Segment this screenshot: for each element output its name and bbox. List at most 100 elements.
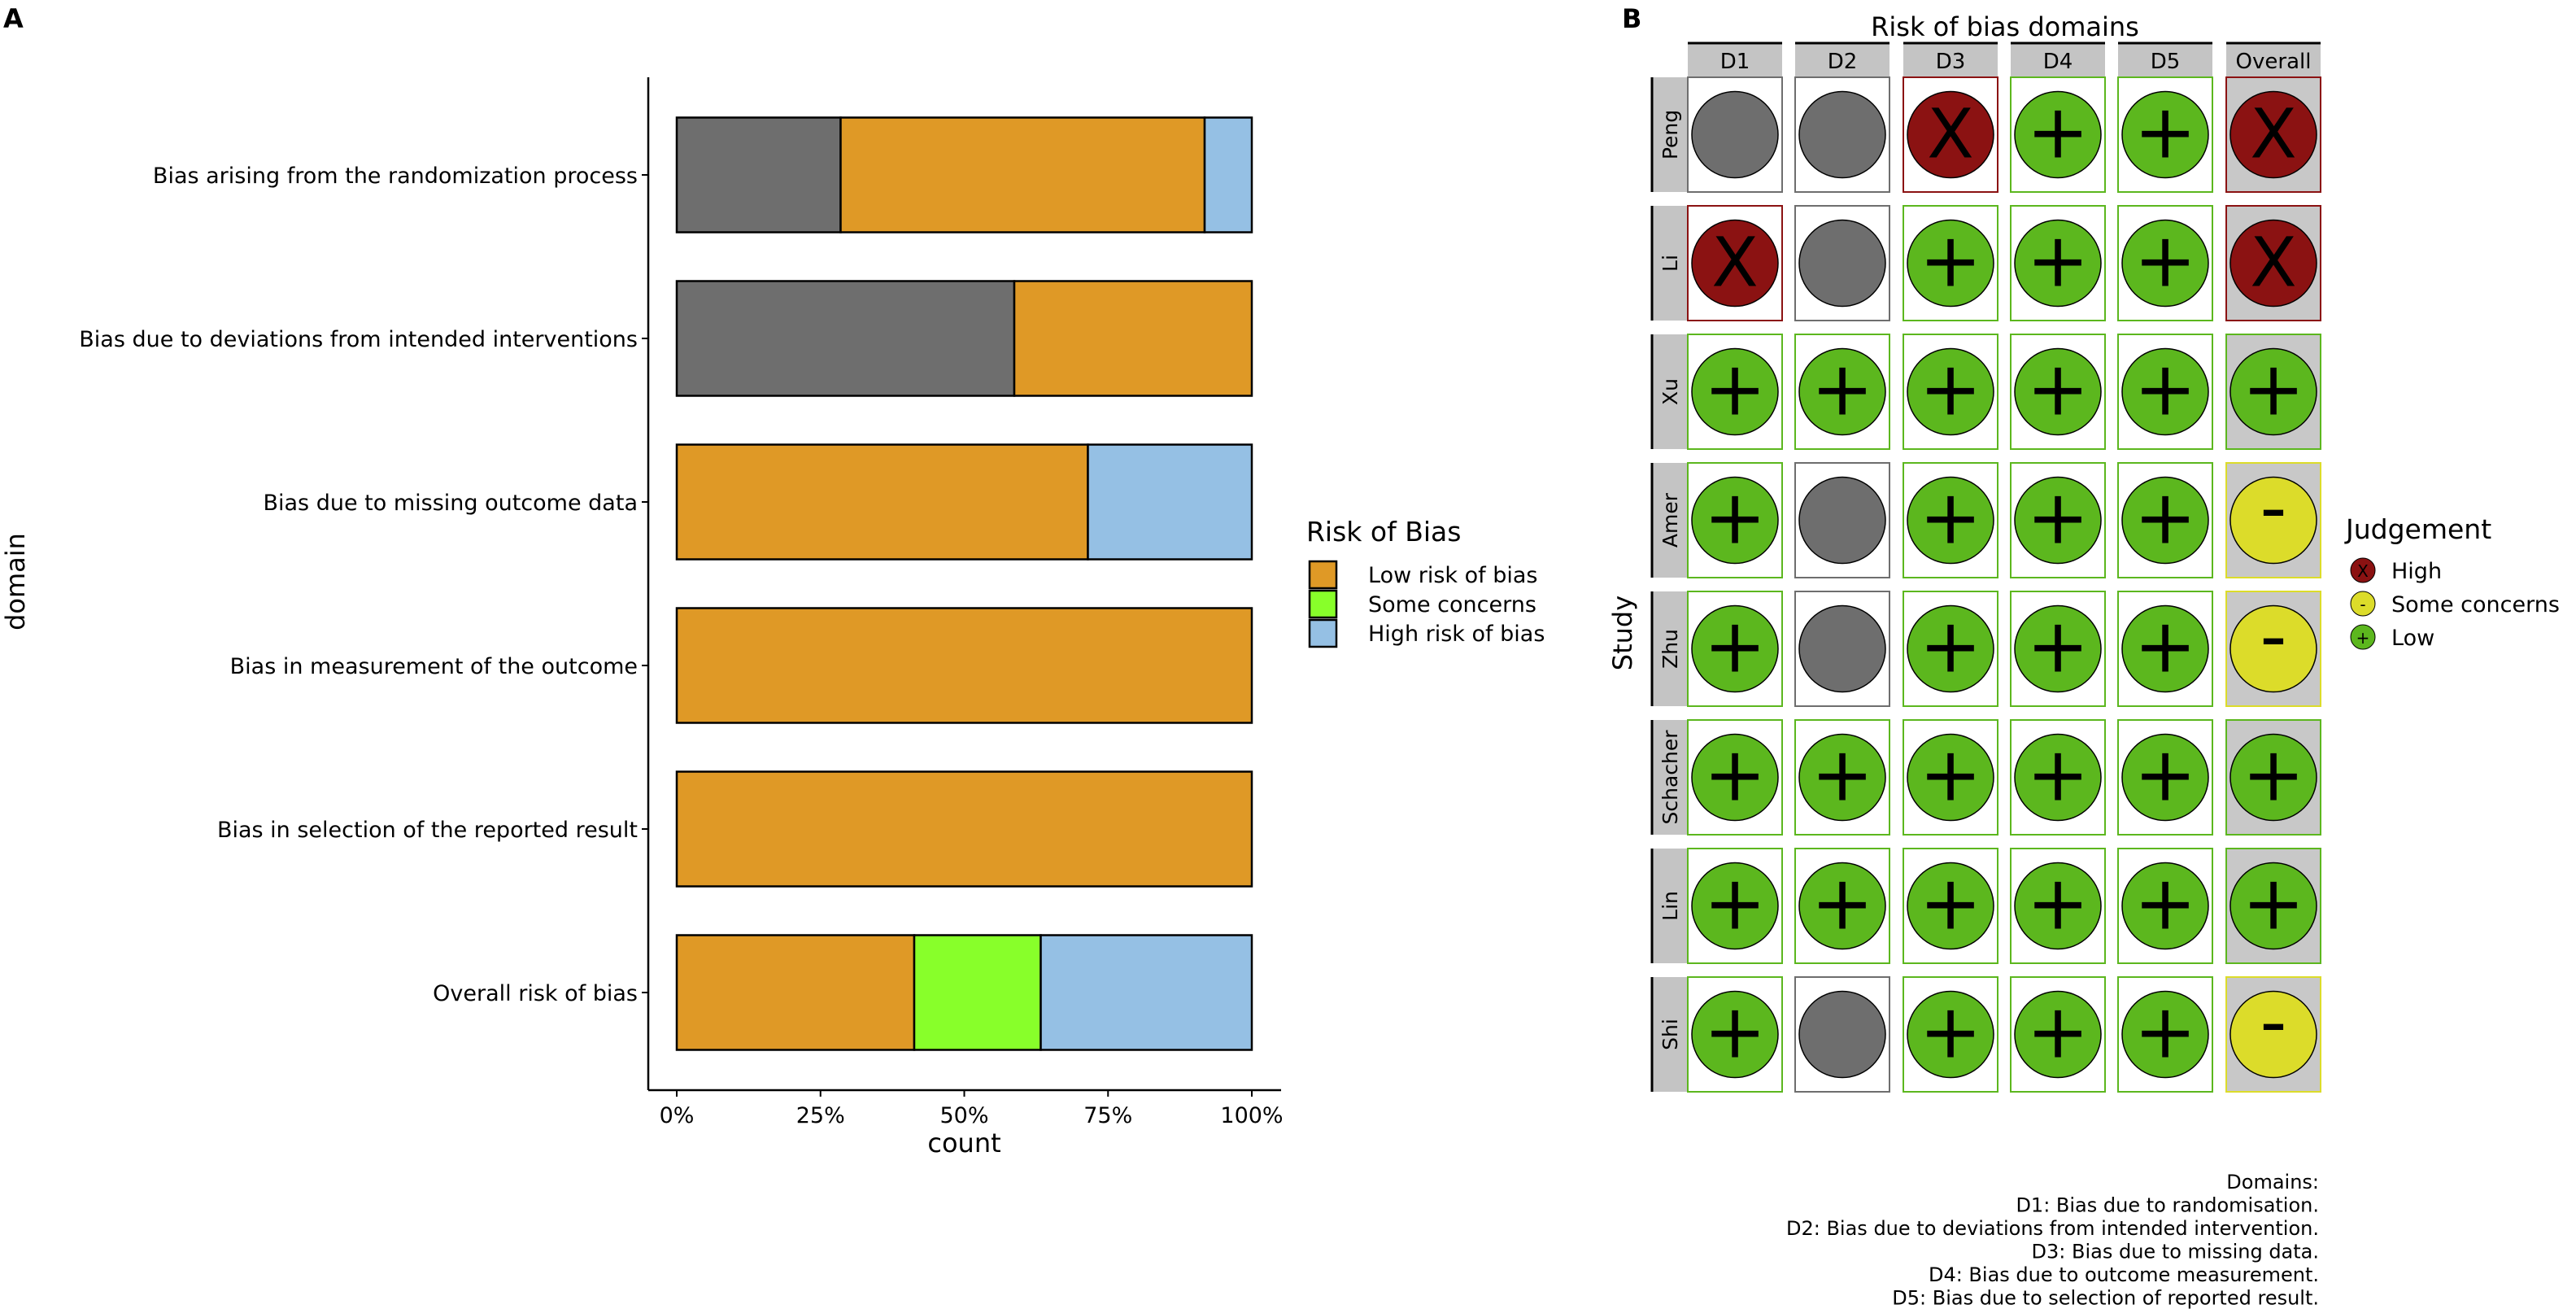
judgement-dot	[2014, 990, 2102, 1079]
column-header-label: Overall	[2236, 50, 2312, 74]
judgement-symbol: +	[2134, 731, 2196, 818]
judgement-symbol: +	[2134, 860, 2196, 947]
judgement-dot	[1907, 347, 1994, 436]
y-axis-title: domain	[0, 533, 31, 631]
judgement-symbol: +	[2242, 346, 2304, 433]
judgement-dot	[2121, 990, 2209, 1079]
panel-a-label: A	[3, 3, 24, 34]
y-tick-label: Overall risk of bias	[433, 981, 638, 1006]
legend-key	[1308, 589, 1338, 619]
judgement-dot	[1798, 990, 1886, 1079]
judgement-symbol: +	[1919, 731, 1981, 818]
legend-dot	[2350, 591, 2376, 617]
judgement-symbol: +	[2134, 346, 2196, 433]
judgement-symbol: +	[1703, 346, 1766, 433]
judgement-symbol: +	[1703, 860, 1766, 947]
x-tick-label: 100%	[1220, 1103, 1283, 1128]
judgement-symbol: +	[2134, 988, 2196, 1076]
y-tick-label: Bias in selection of the reported result	[217, 818, 638, 843]
column-header-label: D5	[2151, 50, 2181, 74]
judgement-dot	[1691, 476, 1779, 565]
judgement-symbol: +	[1703, 731, 1766, 818]
judgement-symbol: +	[2026, 89, 2089, 176]
bar-segment	[1087, 443, 1253, 561]
column-header-strip	[2118, 43, 2212, 77]
judgement-symbol: +	[1811, 731, 1873, 818]
legend-dot	[2350, 624, 2376, 650]
x-tick-label: 0%	[660, 1103, 695, 1128]
column-header-strip	[1688, 43, 1782, 77]
judgement-dot	[1907, 990, 1994, 1079]
judgement-dot	[1907, 219, 1994, 308]
traffic-light-plot: Risk of bias domains D1 D2 D3 D4 D5 Overall Stu…	[1607, 11, 2560, 1309]
legend-label: Low	[2391, 626, 2434, 651]
judgement-symbol: +	[1811, 860, 1873, 947]
x-tick-label: 25%	[796, 1103, 845, 1128]
judgement-dot	[2229, 347, 2317, 436]
judgement-symbol: +	[2134, 603, 2196, 690]
judgement-dot	[2014, 733, 2102, 822]
y-axis-title: Study	[1607, 596, 1638, 670]
judgement-dot	[2121, 347, 2209, 436]
domain-footnote-line: D5: Bias due to selection of reported re…	[1892, 1287, 2319, 1309]
study-label: Amer	[1658, 492, 1682, 548]
plot-title: Risk of bias domains	[1871, 11, 2139, 42]
judgement-symbol: +	[2026, 346, 2089, 433]
judgement-dot	[1798, 862, 1886, 950]
judgement-dot	[2121, 219, 2209, 308]
judgement-dot	[1907, 476, 1994, 565]
domain-footnote-line: D2: Bias due to deviations from intended…	[1786, 1217, 2319, 1240]
judgement-symbol: +	[2026, 217, 2089, 304]
bar-segment	[913, 934, 1042, 1051]
judgement-dot	[1691, 733, 1779, 822]
judgement-dot	[2014, 347, 2102, 436]
judgement-symbol: +	[2026, 860, 2089, 947]
y-tick-label: Bias due to deviations from intended int…	[79, 327, 638, 352]
row-label-strip	[1652, 206, 1688, 321]
judgement-dot	[1691, 990, 1779, 1079]
judgement-dot	[1691, 604, 1779, 693]
legend-symbol: +	[2356, 628, 2370, 648]
judgement-symbol: -	[2260, 979, 2286, 1066]
bar-segment	[675, 280, 1016, 397]
judgement-dot	[2229, 862, 2317, 950]
y-tick-label: Bias in measurement of the outcome	[230, 654, 638, 679]
judgement-symbol: -	[2260, 465, 2286, 552]
judgement-dot	[1798, 219, 1886, 308]
legend-key	[1308, 618, 1338, 648]
judgement-dot	[2121, 604, 2209, 693]
judgement-dot	[2121, 733, 2209, 822]
judgement-dot	[1907, 733, 1994, 822]
legend-label: Some concerns	[1368, 592, 1536, 617]
judgement-dot	[2229, 604, 2317, 693]
y-tick-label: Bias due to missing outcome data	[263, 491, 638, 516]
study-label: Zhu	[1658, 629, 1682, 669]
bar-segment	[1203, 116, 1253, 233]
legend-label: High	[2391, 559, 2442, 584]
legend-title: Risk of Bias	[1306, 516, 1461, 548]
judgement-dot	[1907, 90, 1994, 179]
column-header-label: D1	[1720, 50, 1750, 74]
study-label: Xu	[1658, 378, 1682, 405]
judgement-dot	[1798, 604, 1886, 693]
bar-segment	[1040, 934, 1253, 1051]
judgement-dot	[2014, 90, 2102, 179]
column-header-label: D4	[2043, 50, 2073, 74]
judgement-symbol: +	[1919, 603, 1981, 690]
bar-segment	[675, 770, 1253, 888]
judgement-dot	[1798, 90, 1886, 179]
row-label-strip	[1652, 77, 1688, 192]
judgement-dot	[1798, 733, 1886, 822]
judgement-symbol: +	[2026, 603, 2089, 690]
judgement-symbol: +	[1919, 988, 1981, 1076]
judgement-symbol: +	[2026, 988, 2089, 1076]
judgement-dot	[2229, 733, 2317, 822]
study-label: Li	[1658, 255, 1682, 272]
domain-footnote-line: Domains:	[2226, 1171, 2319, 1193]
judgement-dot	[2014, 476, 2102, 565]
judgement-symbol: +	[2134, 89, 2196, 176]
domain-footnote-line: D3: Bias due to missing data.	[2032, 1241, 2319, 1263]
study-label: Peng	[1658, 110, 1682, 159]
judgement-symbol: +	[1919, 474, 1981, 561]
domain-footnote-line: D4: Bias due to outcome measurement.	[1929, 1263, 2319, 1286]
